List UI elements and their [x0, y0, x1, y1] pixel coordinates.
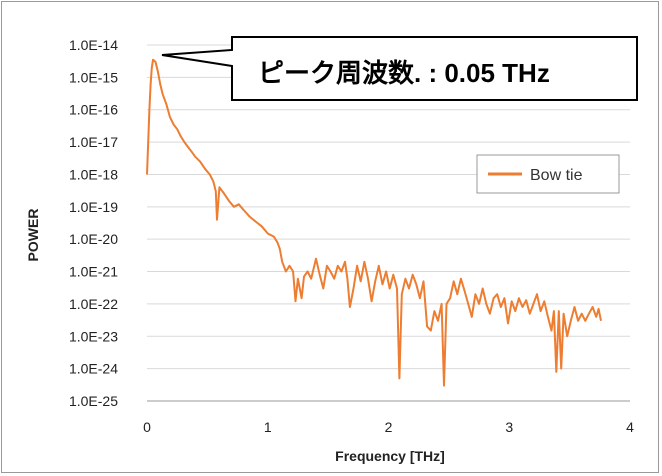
x-tick-label: 1 — [264, 419, 272, 435]
series-line-bow-tie — [146, 58, 602, 387]
y-tick-label: 1.0E-21 — [69, 264, 118, 280]
x-tick-label: 0 — [143, 419, 151, 435]
x-tick-label: 2 — [385, 419, 393, 435]
y-tick-label: 1.0E-24 — [69, 361, 118, 377]
y-tick-label: 1.0E-14 — [69, 37, 118, 53]
legend: Bow tie — [476, 154, 620, 194]
y-axis-title: POWER — [25, 209, 41, 262]
y-tick-label: 1.0E-16 — [69, 102, 118, 118]
callout-box — [161, 36, 638, 101]
x-axis-title: Frequency [THz] — [335, 448, 445, 464]
y-tick-label: 1.0E-15 — [69, 69, 118, 85]
y-tick-label: 1.0E-23 — [69, 328, 118, 344]
y-tick-label: 1.0E-22 — [69, 296, 118, 312]
peak-callout: ピーク周波数. : 0.05 THz — [161, 36, 638, 101]
y-tick-label: 1.0E-19 — [69, 199, 118, 215]
plot-area — [146, 58, 602, 387]
x-tick-labels: 0 1 2 3 4 — [143, 419, 634, 435]
callout-text: ピーク周波数. : 0.05 THz — [258, 58, 550, 88]
x-tick-label: 4 — [626, 419, 634, 435]
y-tick-label: 1.0E-18 — [69, 166, 118, 182]
y-tick-label: 1.0E-20 — [69, 231, 118, 247]
legend-label: Bow tie — [530, 167, 583, 184]
y-tick-labels: 1.0E-14 1.0E-15 1.0E-16 1.0E-17 1.0E-18 1.0E-… — [69, 37, 118, 409]
x-tick-label: 3 — [505, 419, 513, 435]
y-tick-label: 1.0E-25 — [69, 393, 118, 409]
y-tick-label: 1.0E-17 — [69, 134, 118, 150]
